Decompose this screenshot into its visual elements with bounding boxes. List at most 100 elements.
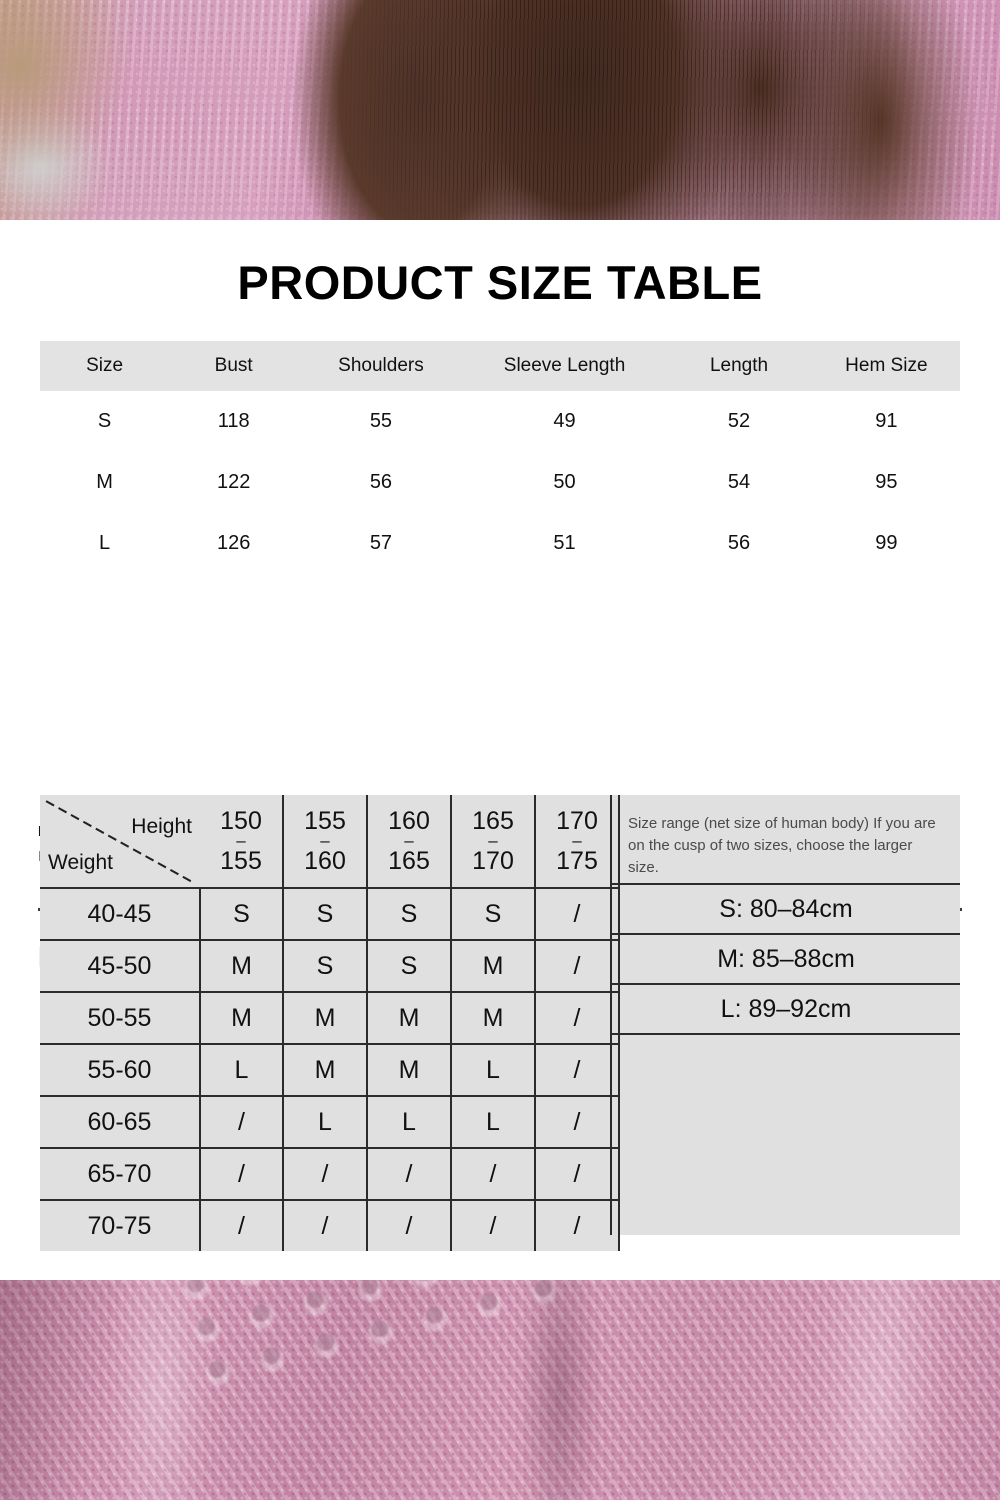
height-from: 170: [556, 807, 598, 835]
knit-detail-base-layer: [0, 1280, 1000, 1500]
height-from: 165: [472, 807, 514, 835]
header-length: Length: [665, 341, 813, 391]
cell-bust: 126: [216, 532, 251, 554]
size-range-l: L: 89–92cm: [612, 985, 960, 1035]
size-range-s: S: 80–84cm: [612, 885, 960, 935]
matrix-cell: /: [535, 1044, 620, 1097]
cell-hem-size: 91: [875, 410, 898, 432]
matrix-cell: S: [283, 940, 368, 993]
size-range-m: M: 85–88cm: [612, 935, 960, 985]
header-bust: Bust: [169, 341, 299, 391]
matrix-cell: M: [451, 992, 536, 1045]
height-from: 150: [220, 807, 262, 835]
corner-weight-label: Weight: [48, 851, 113, 874]
height-to: 165: [388, 847, 430, 875]
trial-header-row: Height Weight 150 – 155 155 – 160: [40, 795, 620, 889]
matrix-cell: M: [283, 992, 368, 1045]
height-dash: –: [488, 831, 498, 850]
knit-detail-texture-layer: [0, 1280, 1000, 1500]
cell-bust: 118: [217, 410, 250, 432]
matrix-cell: M: [200, 940, 284, 993]
matrix-cell: L: [451, 1096, 536, 1149]
table-row: S 118 55 49 52 91: [40, 391, 960, 452]
table-row: 45-50 M S S M /: [40, 940, 620, 993]
cell-bust: 122: [216, 471, 251, 493]
weight-label: 70-75: [40, 1200, 201, 1251]
height-col-header-4: 170 – 175: [535, 795, 620, 889]
table-row: 55-60 L M M L /: [40, 1044, 620, 1097]
matrix-cell: /: [451, 1148, 536, 1201]
cell-length: 56: [727, 532, 751, 554]
cell-sleeve-length: 49: [553, 410, 576, 432]
matrix-corner-cell: Height Weight: [40, 795, 200, 889]
header-shoulders: Shoulders: [298, 341, 464, 391]
cell-sleeve-length: 51: [553, 532, 576, 554]
matrix-cell: /: [283, 1148, 368, 1201]
matrix-cell: S: [367, 940, 452, 993]
matrix-cell: L: [451, 1044, 536, 1097]
model-photo-top: [0, 0, 1000, 220]
matrix-cell: /: [283, 1200, 368, 1251]
table-row: L 126 57 51 56 99: [40, 513, 960, 574]
size-info-sheet: PRODUCT SIZE TABLE Size Bust Shoulders S…: [0, 220, 1000, 1280]
matrix-cell: /: [200, 1096, 284, 1149]
weight-label: 55-60: [40, 1044, 201, 1097]
matrix-cell: M: [200, 992, 284, 1045]
table-row: M 122 56 50 54 95: [40, 452, 960, 513]
matrix-cell: M: [451, 940, 536, 993]
page-title: PRODUCT SIZE TABLE: [237, 256, 763, 309]
size-range-panel: Size range (net size of human body) If y…: [610, 795, 960, 1235]
height-col-header-1: 155 – 160: [283, 795, 368, 889]
matrix-cell: /: [367, 1200, 452, 1251]
weight-label: 45-50: [40, 940, 201, 993]
matrix-cell: /: [451, 1200, 536, 1251]
trial-wear-table: Height Weight 150 – 155 155 – 160: [40, 795, 620, 1251]
matrix-cell: S: [283, 888, 368, 941]
cell-size: S: [97, 410, 112, 432]
height-to: 155: [220, 847, 262, 875]
height-col-header-0: 150 – 155: [200, 795, 284, 889]
height-dash: –: [404, 831, 414, 850]
matrix-cell: L: [367, 1096, 452, 1149]
matrix-cell: M: [367, 1044, 452, 1097]
matrix-cell: /: [535, 940, 620, 993]
height-to: 170: [472, 847, 514, 875]
matrix-cell: L: [283, 1096, 368, 1149]
weight-label: 50-55: [40, 992, 201, 1045]
matrix-cell: M: [283, 1044, 368, 1097]
size-table-header-row: Size Bust Shoulders Sleeve Length Length…: [40, 341, 960, 391]
height-dash: –: [572, 831, 582, 850]
matrix-cell: S: [200, 888, 284, 941]
matrix-cell: M: [367, 992, 452, 1045]
matrix-cell: /: [535, 1096, 620, 1149]
matrix-cell: S: [451, 888, 536, 941]
background-blur-layer: [0, 0, 1000, 220]
cell-shoulders: 57: [369, 532, 393, 554]
height-col-header-3: 165 – 170: [451, 795, 536, 889]
cell-hem-size: 95: [875, 471, 898, 493]
table-row: 60-65 / L L L /: [40, 1096, 620, 1149]
height-dash: –: [236, 831, 246, 850]
product-size-table: Size Bust Shoulders Sleeve Length Length…: [40, 341, 960, 574]
header-hem-size: Hem Size: [812, 341, 960, 391]
knit-detail-fold-layer: [0, 1280, 1000, 1500]
trial-wear-matrix: Height Weight 150 – 155 155 – 160: [40, 795, 620, 1251]
weight-label: 40-45: [40, 888, 201, 941]
height-dash: –: [320, 831, 330, 850]
matrix-cell: S: [367, 888, 452, 941]
cell-length: 54: [727, 471, 751, 493]
matrix-cell: /: [200, 1200, 284, 1251]
matrix-cell: /: [535, 1200, 620, 1251]
height-from: 160: [388, 807, 430, 835]
fabric-detail-photo-bottom: [0, 1280, 1000, 1500]
matrix-cell: /: [367, 1148, 452, 1201]
corner-height-label: Height: [131, 815, 192, 838]
knit-detail-diagonal-layer: [0, 1280, 1000, 1500]
cell-hem-size: 99: [875, 532, 898, 554]
matrix-cell: /: [535, 1148, 620, 1201]
cell-length: 52: [727, 410, 751, 432]
matrix-cell: /: [535, 992, 620, 1045]
weight-label: 60-65: [40, 1096, 201, 1149]
cell-sleeve-length: 50: [553, 471, 576, 493]
panel-filler: [612, 1035, 960, 1036]
